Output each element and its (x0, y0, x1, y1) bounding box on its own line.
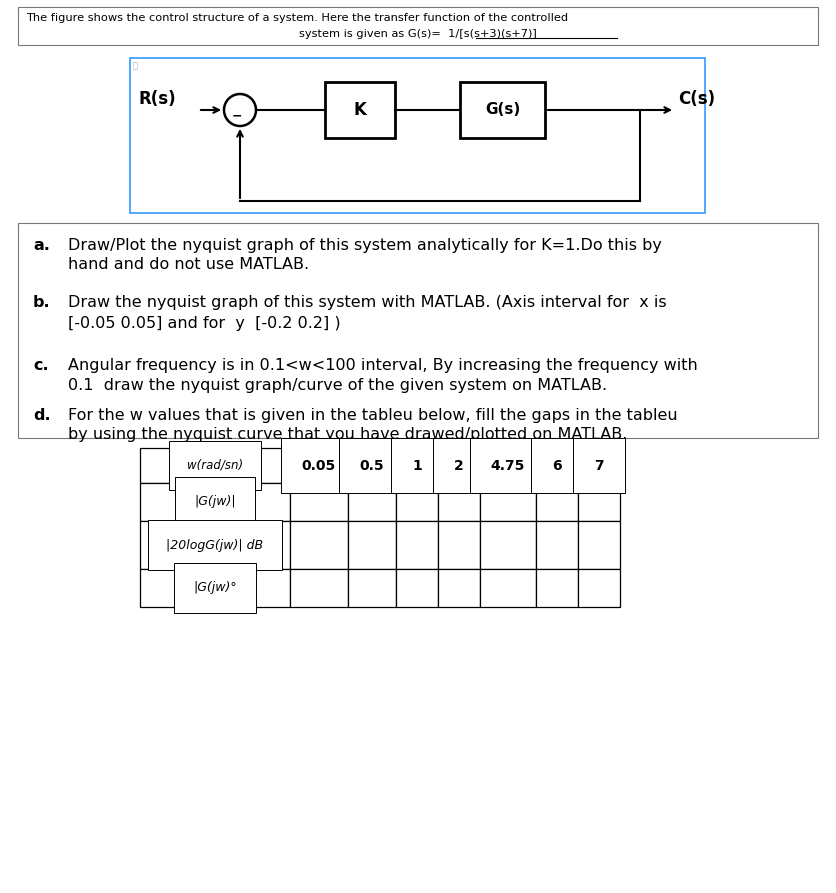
Bar (396, 521, 438, 569)
Text: Draw the nyquist graph of this system with MATLAB. (Axis interval for  x is: Draw the nyquist graph of this system wi… (68, 295, 666, 310)
Bar (438, 483, 480, 521)
Bar (348, 569, 396, 607)
Text: 6: 6 (553, 458, 562, 472)
Bar (140, 448, 290, 483)
Text: For the w values that is given in the tableu below, fill the gaps in the tableu: For the w values that is given in the ta… (68, 408, 678, 423)
Bar (18, 7, 818, 45)
Text: G(s): G(s) (485, 103, 520, 118)
Text: |20logG(jw)| dB: |20logG(jw)| dB (166, 538, 263, 552)
Bar (290, 521, 348, 569)
Bar (578, 448, 620, 483)
Text: 0.05: 0.05 (302, 458, 336, 472)
Bar (396, 483, 438, 521)
Text: a.: a. (33, 238, 50, 253)
Text: K: K (354, 101, 366, 119)
Text: |G(jw)°: |G(jw)° (193, 581, 237, 595)
Bar (480, 569, 536, 607)
Text: w(rad/sn): w(rad/sn) (187, 459, 243, 472)
Bar (396, 448, 438, 483)
Bar (348, 448, 396, 483)
Bar (480, 483, 536, 521)
Bar (438, 569, 480, 607)
Bar (536, 521, 578, 569)
Text: 0.1  draw the nyquist graph/curve of the given system on MATLAB.: 0.1 draw the nyquist graph/curve of the … (68, 378, 607, 393)
Text: 7: 7 (594, 458, 604, 472)
Text: b.: b. (33, 295, 51, 310)
Bar (480, 521, 536, 569)
Text: The figure shows the control structure of a system. Here the transfer function o: The figure shows the control structure o… (26, 13, 568, 23)
Bar (438, 448, 480, 483)
Bar (536, 569, 578, 607)
Bar (290, 569, 348, 607)
Bar (130, 58, 705, 213)
Text: 1: 1 (412, 458, 422, 472)
Text: hand and do not use MATLAB.: hand and do not use MATLAB. (68, 257, 309, 272)
Text: d.: d. (33, 408, 51, 423)
Text: ⎙: ⎙ (133, 61, 138, 70)
Bar (536, 483, 578, 521)
Bar (290, 448, 348, 483)
Bar (325, 82, 395, 138)
Bar (140, 521, 290, 569)
Text: system is given as G(s)=  1/[s(s+3)(s+7)]: system is given as G(s)= 1/[s(s+3)(s+7)] (299, 29, 537, 39)
Text: by using the nyquist curve that you have drawed/plotted on MATLAB.: by using the nyquist curve that you have… (68, 427, 627, 442)
Bar (578, 569, 620, 607)
Bar (290, 483, 348, 521)
Text: −: − (232, 110, 242, 123)
Bar (438, 521, 480, 569)
Bar (140, 569, 290, 607)
Bar (348, 521, 396, 569)
Bar (578, 483, 620, 521)
Text: R(s): R(s) (138, 90, 176, 108)
Bar (460, 82, 545, 138)
Text: c.: c. (33, 358, 48, 373)
Bar (480, 448, 536, 483)
Bar (140, 483, 290, 521)
Bar (18, 223, 818, 438)
Text: Tableu: Tableu (317, 440, 353, 450)
Bar (536, 448, 578, 483)
Text: [-0.05 0.05] and for  y  [-0.2 0.2] ): [-0.05 0.05] and for y [-0.2 0.2] ) (68, 316, 340, 331)
Text: 2: 2 (454, 458, 464, 472)
Bar (348, 483, 396, 521)
Bar (578, 521, 620, 569)
Text: Draw/Plot the nyquist graph of this system analytically for K=1.Do this by: Draw/Plot the nyquist graph of this syst… (68, 238, 662, 253)
Text: C(s): C(s) (678, 90, 715, 108)
Text: 0.5: 0.5 (359, 458, 385, 472)
Text: Angular frequency is in 0.1<w<100 interval, By increasing the frequency with: Angular frequency is in 0.1<w<100 interv… (68, 358, 698, 373)
Text: |G(jw)|: |G(jw)| (194, 496, 236, 508)
Text: 4.75: 4.75 (491, 458, 525, 472)
Bar (396, 569, 438, 607)
